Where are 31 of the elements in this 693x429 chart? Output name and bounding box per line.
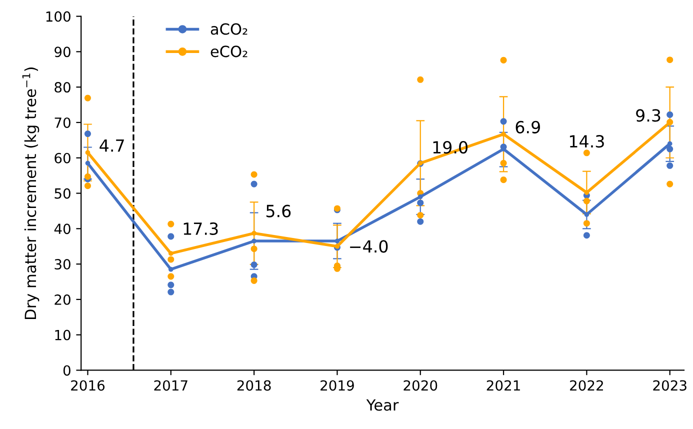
- legend-label: eCO₂: [210, 46, 248, 58]
- y-tick-label: 100: [46, 11, 70, 22]
- annotation: 19.0: [433, 141, 468, 154]
- annotation: 5.6: [266, 204, 291, 218]
- x-tick-label: 2017: [154, 380, 188, 391]
- y-tick-label: 90: [54, 46, 70, 58]
- x-tick-label: 2018: [237, 380, 271, 391]
- annotation: 4.7: [100, 139, 124, 152]
- annotation: 9.3: [636, 109, 660, 122]
- legend-label: aCO₂: [210, 23, 248, 35]
- x-axis-title: Year: [366, 399, 399, 411]
- y-tick-label: 10: [55, 330, 70, 340]
- annotation: 14.3: [570, 135, 604, 148]
- y-tick-label: 60: [54, 152, 70, 164]
- y-tick-label: 0: [63, 365, 70, 376]
- x-tick-label: 2022: [570, 380, 603, 391]
- y-axis-title: Dry matter increment (kg tree$^{−1}$): [22, 68, 40, 319]
- y-tick-label: 20: [54, 294, 70, 305]
- x-tick-label: 2016: [71, 380, 105, 391]
- annotation: −4.0: [350, 240, 388, 253]
- x-tick-label: 2020: [404, 380, 438, 391]
- x-tick-label: 2021: [486, 380, 520, 391]
- y-tick-label: 70: [54, 117, 70, 128]
- annotation: 6.9: [516, 120, 540, 134]
- y-tick-label: 30: [54, 259, 70, 270]
- x-tick-label: 2019: [320, 380, 354, 391]
- y-tick-label: 80: [54, 82, 70, 93]
- annotation: 17.3: [184, 222, 218, 236]
- y-tick-label: 50: [54, 188, 70, 199]
- y-tick-label: 40: [54, 224, 70, 234]
- x-tick-label: 2023: [653, 380, 686, 391]
